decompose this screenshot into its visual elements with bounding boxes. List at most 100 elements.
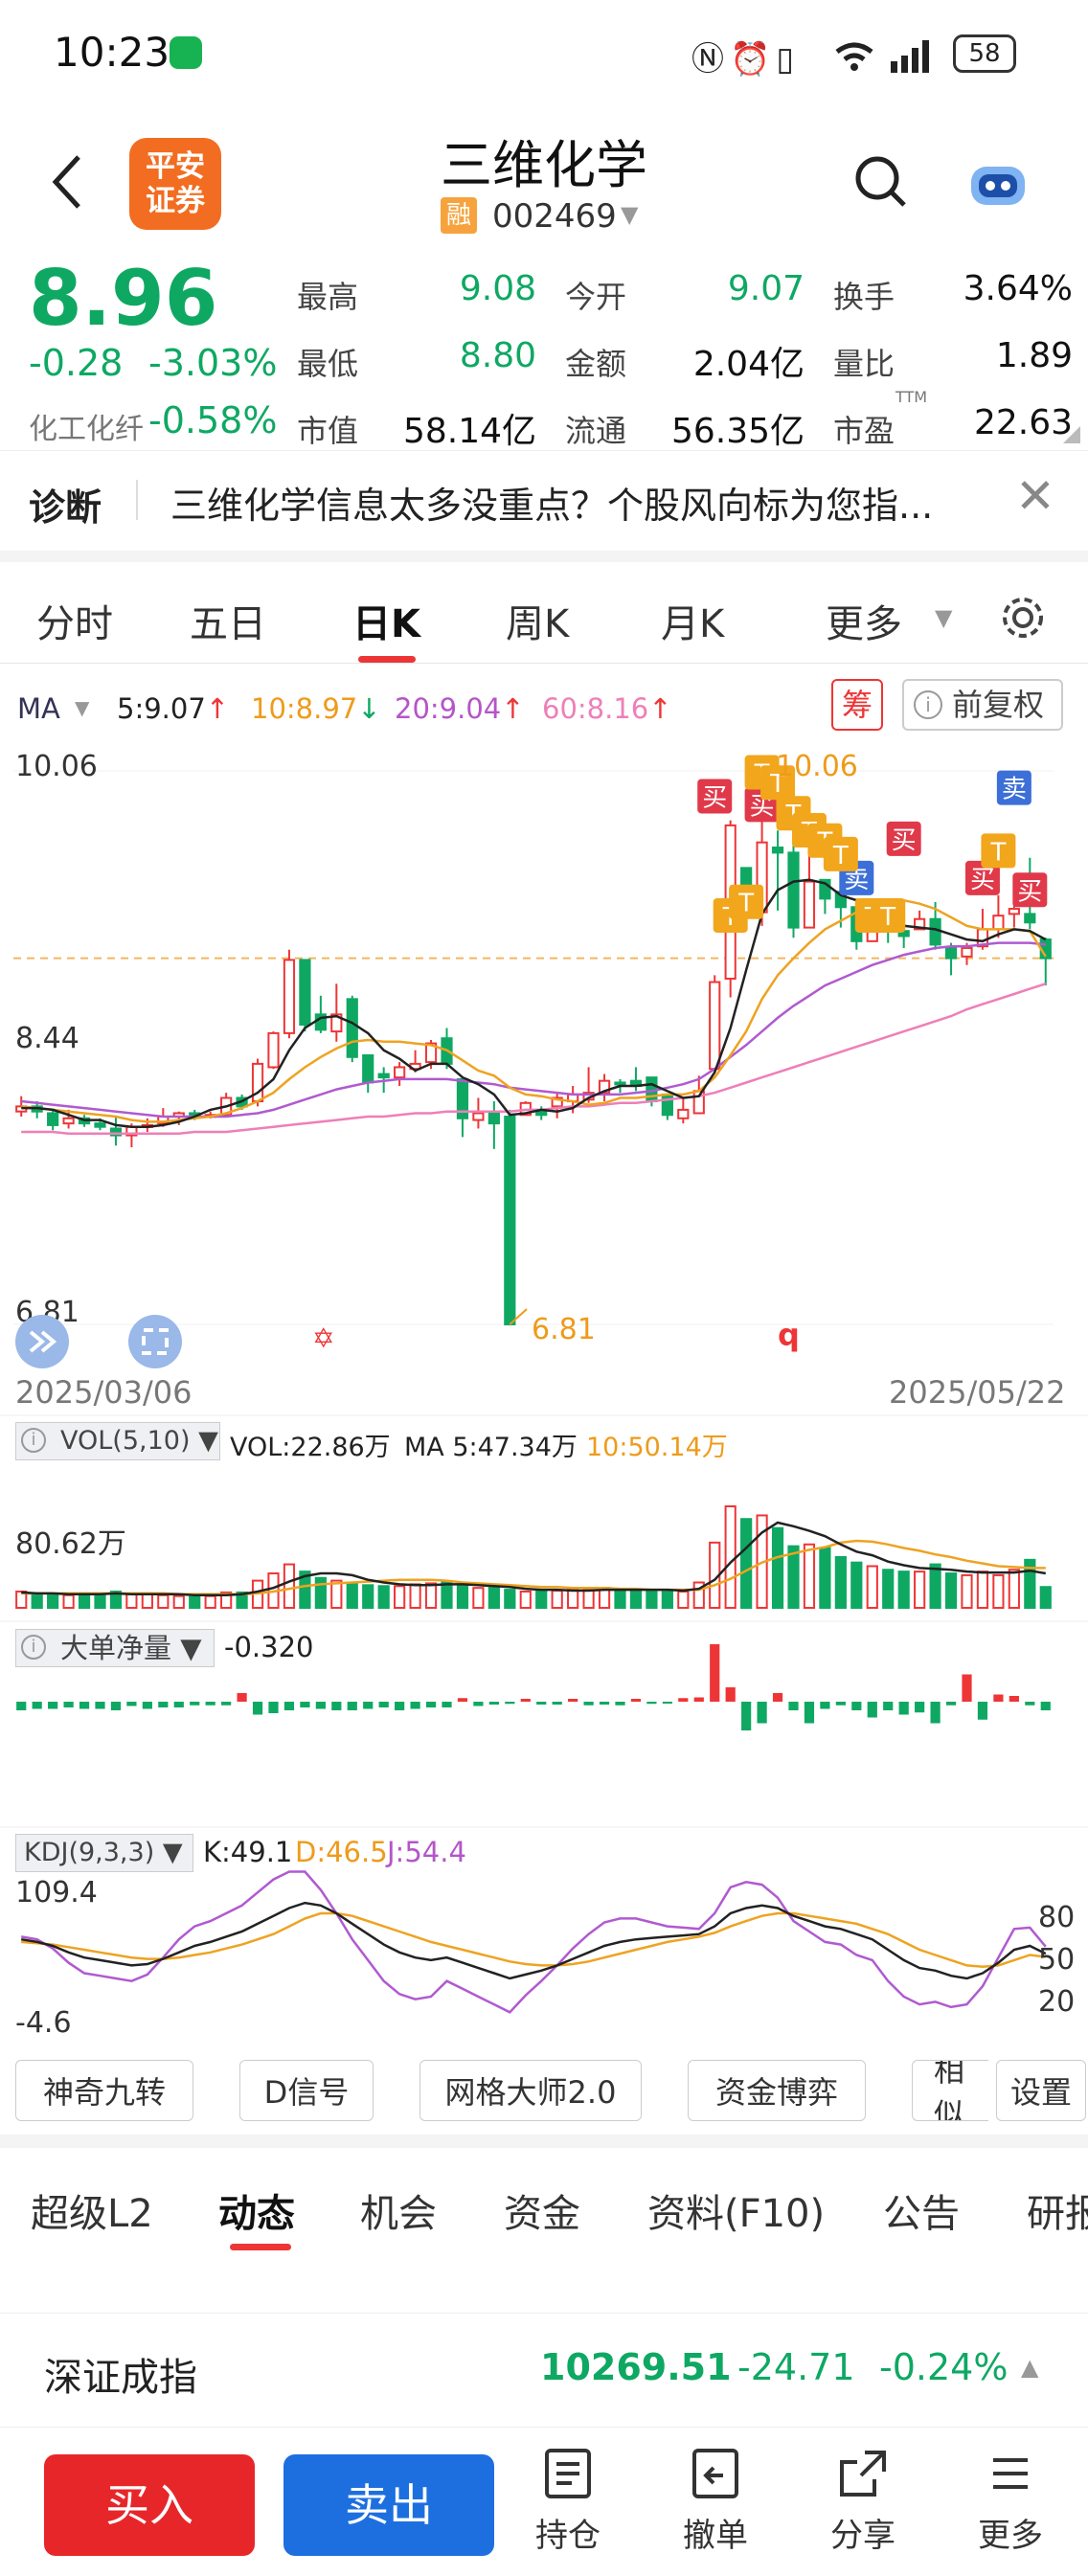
volume-bar (740, 1518, 753, 1609)
tab-intraday[interactable]: 分时 (36, 602, 113, 646)
tab-funds[interactable]: 资金 (504, 2192, 580, 2236)
event-q-icon[interactable]: q (778, 1317, 800, 1353)
back-icon[interactable] (48, 153, 86, 211)
candle-body (914, 917, 926, 931)
volume-bar (236, 1591, 248, 1609)
bigorder-bar (205, 1702, 215, 1706)
bigorder-bar (646, 1702, 657, 1705)
indicator-tools: 神奇九转 D信号 网格大师2.0 资金博弈 相似 设置 (0, 2043, 1088, 2135)
candle-body (362, 1054, 374, 1084)
tab-weekly-k[interactable]: 周K (506, 602, 570, 646)
chip-distribution-button[interactable]: 筹 (831, 679, 883, 731)
volume-bar (299, 1570, 311, 1610)
tool-settings[interactable]: 设置 (996, 2060, 1086, 2121)
close-icon[interactable]: ✕ (1015, 468, 1055, 524)
volume-bar (646, 1590, 658, 1610)
bigorder-bar (915, 1702, 925, 1713)
candle-body (614, 1081, 626, 1086)
search-icon[interactable] (852, 153, 910, 211)
cancel-order-button[interactable]: 撤单 (672, 2447, 759, 2556)
ma-label[interactable]: MA (17, 692, 60, 725)
tab-research[interactable]: 研报 (1027, 2192, 1088, 2236)
candle-body (819, 878, 831, 900)
tab-super-l2[interactable]: 超级L2 (31, 2192, 153, 2236)
index-ticker[interactable]: 深证成指 10269.51 -24.71 -0.24% ▲ (0, 2313, 1088, 2428)
bigorder-bar (568, 1699, 578, 1702)
chevron-down-icon[interactable]: ▼ (935, 604, 953, 631)
volume-bar (330, 1579, 343, 1609)
sell-button[interactable]: 卖出 (283, 2454, 494, 2556)
tab-f10[interactable]: 资料(F10) (647, 2192, 826, 2236)
tool-magic-nine[interactable]: 神奇九转 (15, 2060, 193, 2121)
volume-bar (94, 1593, 106, 1609)
sell-marker-label: 卖 (1002, 776, 1027, 804)
volume-bar (62, 1593, 75, 1609)
bigorder-bar (473, 1702, 484, 1706)
chevron-down-icon[interactable]: ▼ (75, 696, 90, 719)
volume-bar (961, 1573, 973, 1610)
ma60-line (21, 983, 1047, 1136)
kdj-indicator-label[interactable]: KDJ(9,3,3) ▼ (15, 1834, 193, 1872)
candle-body (299, 959, 311, 1026)
current-price: 8.96 (29, 254, 218, 343)
t-marker (729, 884, 764, 919)
candle-body (504, 1116, 516, 1325)
chevron-up-icon[interactable]: ▲ (1021, 2354, 1039, 2381)
share-button[interactable]: 分享 (820, 2447, 906, 2556)
volume-bar (472, 1587, 485, 1610)
buy-button[interactable]: 买入 (44, 2454, 255, 2556)
diagnosis-bar[interactable]: 诊断 三维化学信息太多没重点？个股风向标为您指... ✕ (0, 450, 1088, 551)
bigorder-bar (520, 1699, 531, 1702)
kline-chart-area[interactable]: MA ▼ 5:9.07↑ 10:8.97↓ 20:9.04↑ 60:8.16↑ … (0, 664, 1088, 2043)
bigorder-bar (678, 1698, 689, 1702)
tab-opportunity[interactable]: 机会 (360, 2192, 437, 2236)
bigorder-bar (1025, 1702, 1035, 1706)
t-marker-label: T (737, 890, 754, 918)
bigorder-bar (804, 1702, 815, 1724)
volume-bar (1039, 1586, 1052, 1609)
stock-header: 平安 证券 三维化学 融 002469 ▼ (0, 115, 1088, 254)
stock-code[interactable]: 002469 (492, 197, 617, 236)
vol-indicator-label[interactable]: VOL(5,10) ▼ (15, 1422, 220, 1460)
info-icon: i (21, 1428, 46, 1453)
t-marker (760, 765, 796, 801)
chevron-down-icon[interactable]: ▼ (621, 201, 639, 228)
tab-news[interactable]: 动态 (218, 2192, 295, 2236)
event-star-icon[interactable]: ✡ (312, 1322, 335, 1354)
robot-assistant-icon[interactable] (967, 157, 1029, 211)
tool-d-signal[interactable]: D信号 (239, 2060, 374, 2121)
y-axis-mid: 8.44 (15, 1022, 79, 1055)
volume-bar (567, 1589, 579, 1609)
bigorder-bar (930, 1702, 941, 1724)
bigorder-bar (741, 1702, 752, 1730)
tab-more[interactable]: 更多 (826, 602, 902, 646)
bigorder-indicator-label[interactable]: 大单净量 ▼ (15, 1629, 215, 1667)
tab-daily-k[interactable]: 日K (352, 602, 420, 646)
tool-similar[interactable]: 相似 (912, 2060, 988, 2121)
tab-five-day[interactable]: 五日 (190, 602, 266, 646)
gear-icon[interactable] (1000, 595, 1046, 641)
bigorder-bar (583, 1702, 594, 1706)
bigorder-bar (993, 1694, 1004, 1702)
sector-name[interactable]: 化工化纤 (29, 413, 144, 446)
adjust-button[interactable]: 前复权 (902, 679, 1063, 731)
holdings-button[interactable]: 持仓 (525, 2447, 611, 2556)
tab-announcements[interactable]: 公告 (883, 2192, 960, 2236)
expand-left-icon[interactable] (13, 1313, 71, 1370)
volume-bar (834, 1556, 847, 1609)
tab-monthly-k[interactable]: 月K (661, 602, 725, 646)
bigorder-bar (110, 1702, 122, 1710)
tool-grid-master[interactable]: 网格大师2.0 (419, 2060, 642, 2121)
more-button[interactable]: 更多 (967, 2447, 1054, 2556)
margin-badge: 融 (441, 197, 477, 234)
volume-bar (929, 1563, 941, 1609)
min-leader-line (509, 1308, 528, 1325)
expand-corner-icon[interactable] (1063, 426, 1080, 443)
diagnosis-text[interactable]: 三维化学信息太多没重点？个股风向标为您指... (170, 485, 934, 527)
divider (136, 480, 138, 520)
wechat-icon (170, 36, 202, 69)
volume-bar (15, 1590, 28, 1610)
buy-marker (964, 860, 1000, 895)
tool-fund-game[interactable]: 资金博弈 (688, 2060, 866, 2121)
fullscreen-icon[interactable] (126, 1313, 184, 1370)
